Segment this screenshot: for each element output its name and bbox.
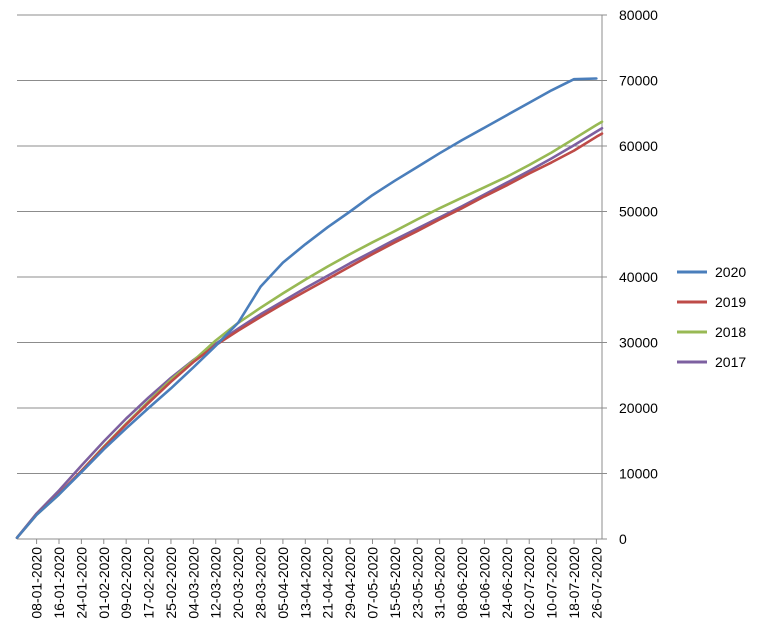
legend-label: 2018: [715, 324, 746, 340]
y-tick-label: 60000: [619, 138, 658, 154]
x-tick-label: 02-07-2020: [521, 547, 537, 619]
series-lines: [15, 77, 604, 540]
series-line-2018: [15, 120, 604, 540]
x-tick-label: 28-03-2020: [253, 547, 269, 619]
series-line-2017: [15, 127, 604, 540]
x-tick-label: 08-01-2020: [29, 547, 45, 619]
x-tick-label: 01-02-2020: [96, 547, 112, 619]
y-tick-label: 0: [619, 531, 627, 547]
x-tick-label: 16-01-2020: [51, 547, 67, 619]
y-tick-label: 10000: [619, 466, 658, 482]
x-tick-label: 12-03-2020: [208, 547, 224, 619]
legend-label: 2019: [715, 294, 746, 310]
y-tick-label: 30000: [619, 335, 658, 351]
x-tick-label: 07-05-2020: [364, 547, 380, 619]
x-tick-label: 15-05-2020: [387, 547, 403, 619]
x-tick-label: 13-04-2020: [297, 547, 313, 619]
x-tick-label: 16-06-2020: [476, 547, 492, 619]
x-tick-label: 31-05-2020: [432, 547, 448, 619]
legend: 2020 2019 2018 2017: [677, 264, 746, 370]
x-tick-label: 09-02-2020: [118, 547, 134, 619]
x-tick-label: 05-04-2020: [275, 547, 291, 619]
legend-label: 2017: [715, 354, 746, 370]
y-tick-label: 40000: [619, 269, 658, 285]
legend-label: 2020: [715, 264, 746, 280]
x-tick-label: 10-07-2020: [544, 547, 560, 619]
x-tick-label: 26-07-2020: [588, 547, 604, 619]
x-tick-label: 29-04-2020: [342, 547, 358, 619]
y-axis: 0 10000 20000 30000 40000 50000 60000 70000 8000…: [601, 7, 658, 547]
x-axis: 08-01-2020 16-01-2020 24-01-2020 01-02-2020…: [29, 539, 604, 619]
y-tick-label: 80000: [619, 7, 658, 23]
x-tick-label: 08-06-2020: [454, 547, 470, 619]
x-tick-label: 23-05-2020: [409, 547, 425, 619]
x-tick-label: 24-06-2020: [499, 547, 515, 619]
x-tick-label: 04-03-2020: [185, 547, 201, 619]
x-tick-label: 20-03-2020: [230, 547, 246, 619]
x-tick-label: 18-07-2020: [566, 547, 582, 619]
series-line-2019: [15, 132, 604, 540]
y-tick-label: 70000: [619, 73, 658, 89]
y-tick-label: 20000: [619, 400, 658, 416]
series-line-2020: [15, 77, 598, 540]
x-tick-label: 24-01-2020: [73, 547, 89, 619]
x-tick-label: 17-02-2020: [141, 547, 157, 619]
x-tick-label: 25-02-2020: [163, 547, 179, 619]
x-tick-label: 21-04-2020: [320, 547, 336, 619]
y-tick-label: 50000: [619, 204, 658, 220]
